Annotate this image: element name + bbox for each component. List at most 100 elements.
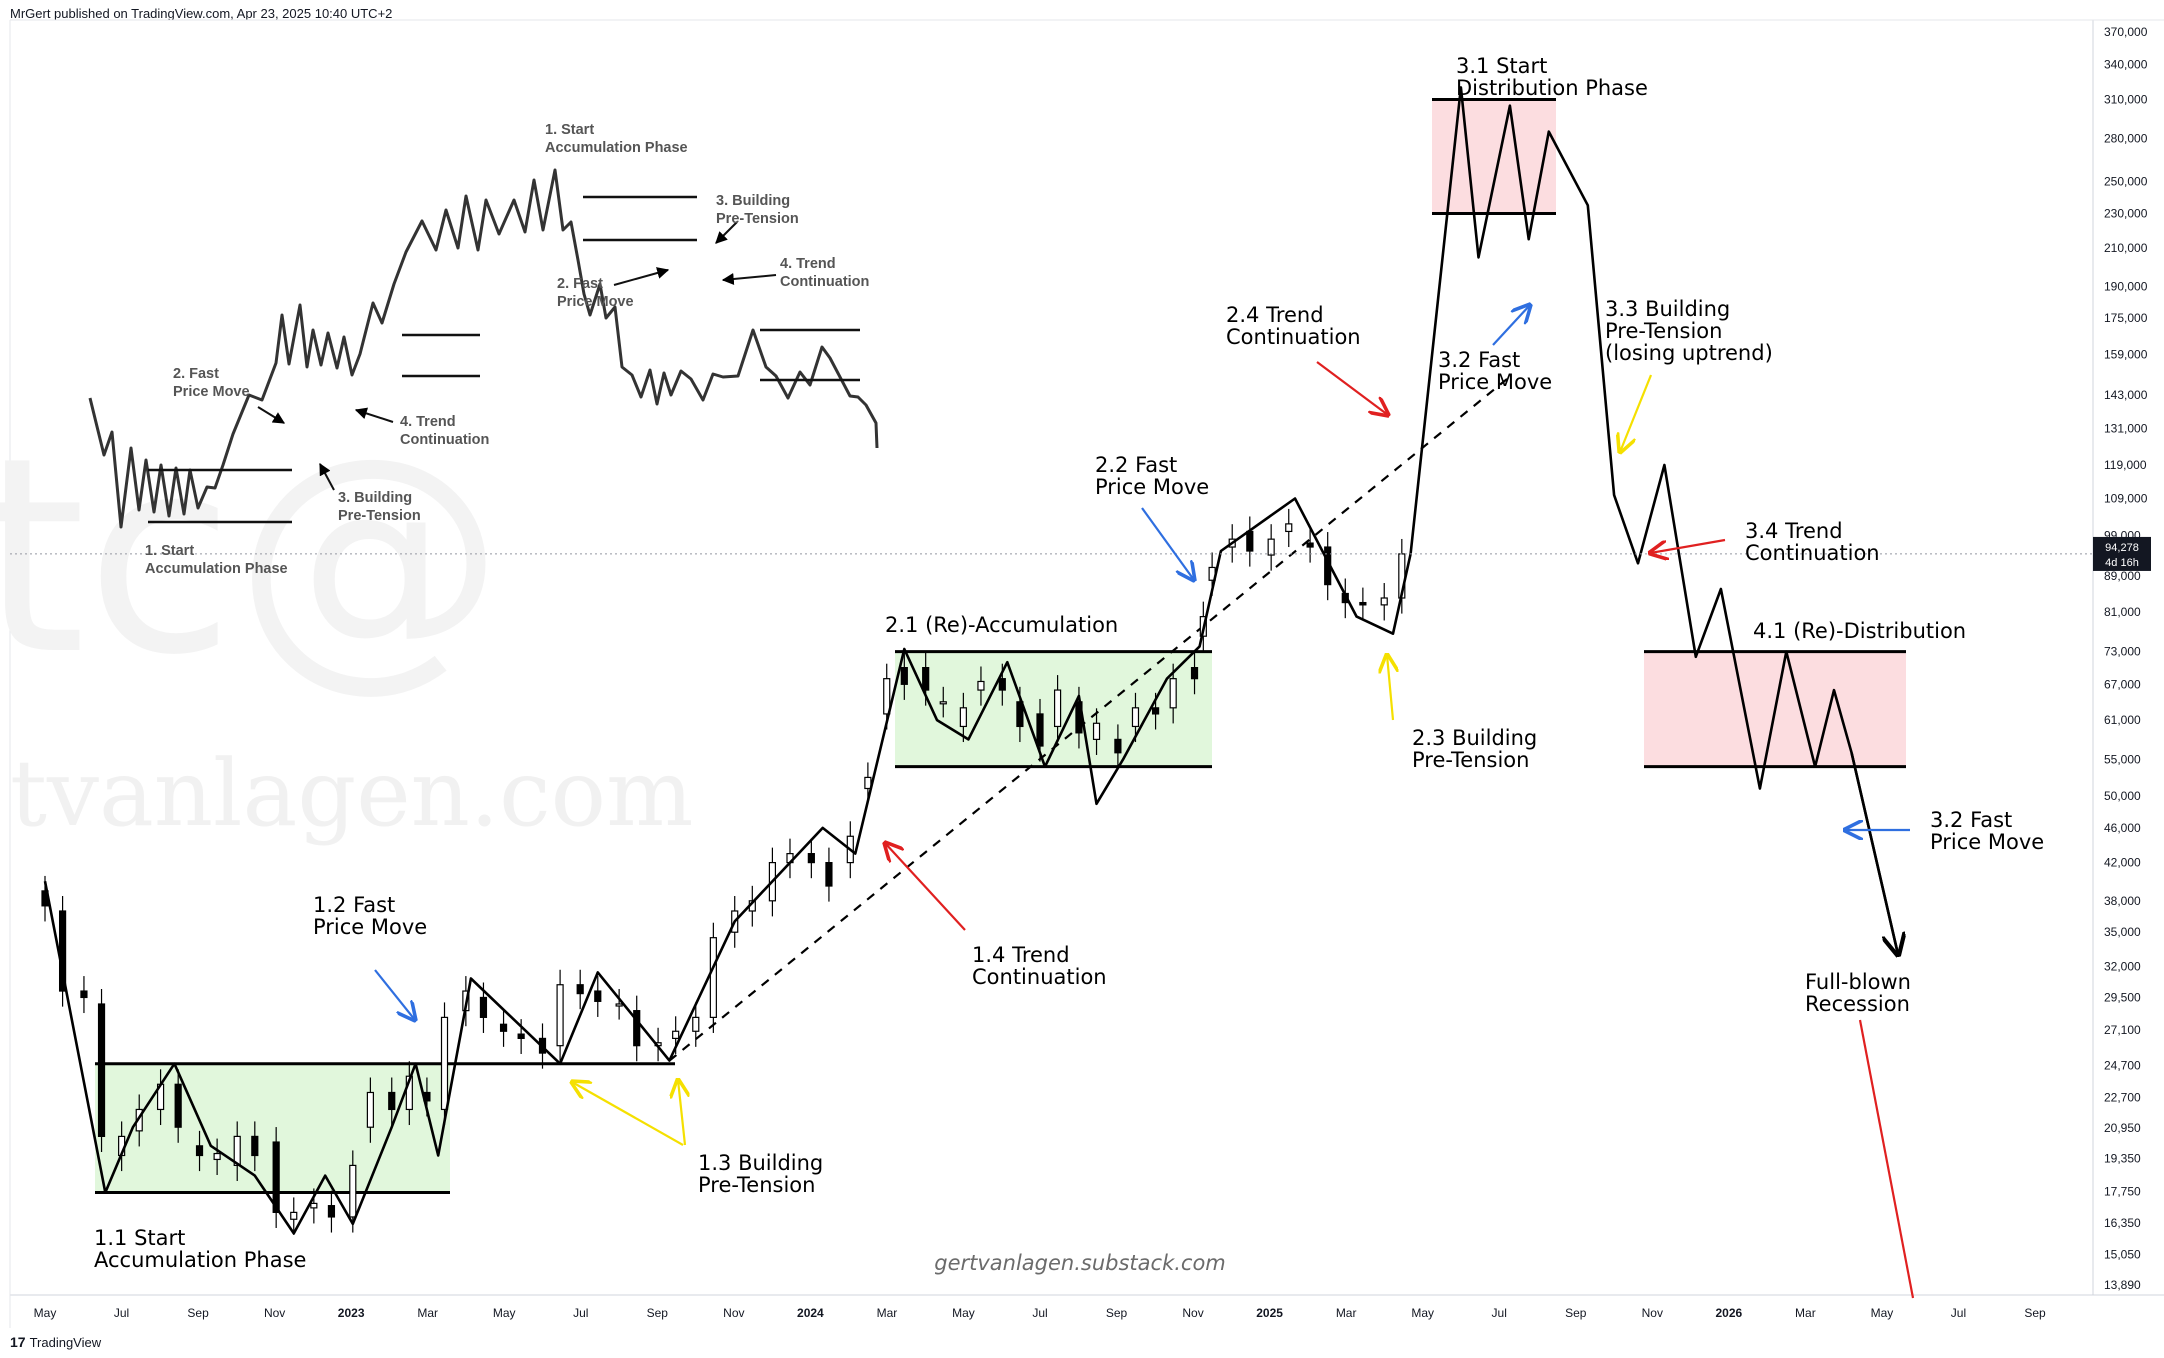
tradingview-logo: 17: [10, 1334, 26, 1350]
y-tick-label: 22,700: [2104, 1090, 2141, 1104]
y-tick-label: 46,000: [2104, 821, 2141, 835]
candle: [709, 922, 717, 1033]
y-tick-label: 370,000: [2104, 25, 2148, 39]
label-1-2: 1.2 Fast Price Move: [313, 893, 427, 939]
candle: [58, 896, 67, 1007]
x-tick-label: Mar: [877, 1306, 898, 1320]
y-tick-label: 73,000: [2104, 645, 2141, 659]
x-tick-label: May: [493, 1306, 516, 1320]
label-2-4: 2.4 Trend Continuation: [1226, 303, 1361, 349]
y-tick-label: 55,000: [2104, 753, 2141, 767]
label-4-1: 4.1 (Re)-Distribution: [1753, 619, 1966, 643]
bitcoin-cycle-chart: tvanlagen.com tc@ 94,278 4d 16h 370,000 3…: [0, 19, 2164, 1328]
x-tick-label: Sep: [2024, 1306, 2046, 1320]
x-tick-label: May: [952, 1306, 975, 1320]
x-tick-label: 2023: [338, 1306, 365, 1320]
x-tick-label: Jul: [573, 1306, 588, 1320]
label-2-3: 2.3 Building Pre-Tension: [1412, 726, 1537, 772]
arrow-3-2-blue-up: [1492, 305, 1530, 346]
candle: [1306, 528, 1314, 563]
candle: [807, 838, 815, 879]
inset-label-i4: 4. Trend Continuation: [400, 414, 489, 448]
price-tag: 94,278 4d 16h: [2093, 536, 2151, 571]
x-tick-label: Nov: [723, 1306, 744, 1320]
candle: [1267, 524, 1275, 571]
inset-label-i2: 2. Fast Price Move: [173, 366, 250, 400]
candle: [366, 1077, 374, 1143]
candle: [825, 847, 833, 902]
x-tick-label: May: [34, 1306, 57, 1320]
candle: [594, 976, 602, 1017]
inset-arrow-j3: [715, 221, 738, 244]
label-3-1: 3.1 Start Distribution Phase: [1456, 54, 1648, 100]
candle: [174, 1069, 182, 1143]
candle: [1380, 583, 1388, 621]
y-tick-label: 27,100: [2104, 1023, 2141, 1037]
x-tick-label: 2025: [1256, 1306, 1283, 1320]
candle: [251, 1121, 259, 1172]
y-tick-label: 50,000: [2104, 789, 2141, 803]
y-tick-label: 280,000: [2104, 131, 2148, 145]
candle: [1285, 508, 1293, 548]
label-3-3: 3.3 Building Pre-Tension (losing uptrend): [1605, 297, 1773, 365]
arrow-1-3-yellow-left: [572, 1082, 684, 1146]
inset-path: [88, 168, 879, 529]
arrow-1-3-yellow-right: [678, 1080, 685, 1146]
y-tick-label: 89,000: [2104, 569, 2141, 583]
inset-label-i3: 3. Building Pre-Tension: [338, 490, 421, 524]
y-tick-label: 42,000: [2104, 856, 2141, 870]
x-tick-label: Jul: [1951, 1306, 1966, 1320]
x-tick-label: Sep: [1565, 1306, 1587, 1320]
candle: [633, 995, 641, 1062]
x-tick-label: Nov: [264, 1306, 285, 1320]
y-tick-label: 109,000: [2104, 492, 2148, 506]
candle: [556, 969, 564, 1062]
price-tag-countdown: 4d 16h: [2105, 557, 2139, 569]
candle: [692, 1002, 700, 1047]
arrow-3-4-red: [1650, 538, 1726, 553]
tradingview-brand: TradingView: [29, 1334, 102, 1350]
y-tick-label: 131,000: [2104, 421, 2148, 435]
inset-schematic: [88, 168, 879, 529]
candle: [1053, 675, 1062, 743]
candle: [290, 1197, 298, 1235]
arrow-2-4-red: [1316, 361, 1388, 415]
label-1-3: 1.3 Building Pre-Tension: [698, 1151, 823, 1197]
tradingview-footer: 17 TradingView: [10, 1334, 101, 1350]
candle: [1092, 708, 1101, 755]
y-tick-label: 159,000: [2104, 347, 2148, 361]
inset-arrow-j2: [613, 267, 670, 286]
y-tick-label: 210,000: [2104, 241, 2148, 255]
y-tick-label: 61,000: [2104, 713, 2141, 727]
x-tick-label: Jul: [1032, 1306, 1047, 1320]
inset-label-j1: 1. Start Accumulation Phase: [545, 122, 688, 156]
arrow-3-3-yellow: [1620, 374, 1653, 452]
candle: [195, 1130, 204, 1172]
watermark-fragment: tc@: [0, 399, 504, 714]
projection-end-arrow: [1850, 752, 1898, 955]
inset-label-j3: 3. Building Pre-Tension: [716, 193, 799, 227]
annotation-arrows: [374, 305, 1915, 1299]
projection-path: [43, 86, 1900, 1235]
arrow-1-4-red: [885, 843, 966, 931]
candle: [1359, 587, 1367, 621]
label-2-2: 2.2 Fast Price Move: [1095, 453, 1209, 499]
inset-arrow-4: [354, 407, 394, 423]
candle: [405, 1061, 413, 1126]
x-tick-label: Sep: [647, 1306, 669, 1320]
y-tick-label: 340,000: [2104, 57, 2148, 71]
x-tick-label: Mar: [1795, 1306, 1816, 1320]
price-tag-value: 94,278: [2105, 542, 2139, 554]
y-tick-label: 250,000: [2104, 175, 2148, 189]
candle: [959, 692, 967, 743]
watermark-site: tvanlagen.com: [10, 740, 693, 847]
x-tick-label: Jul: [114, 1306, 129, 1320]
y-tick-label: 38,000: [2104, 894, 2141, 908]
x-tick-label: Jul: [1492, 1306, 1507, 1320]
y-tick-label: 99,000: [2104, 528, 2141, 542]
candle: [1246, 516, 1254, 567]
credit-substack: gertvanlagen.substack.com: [934, 1251, 1226, 1275]
arrow-2-3-yellow: [1387, 655, 1393, 721]
y-tick-label: 29,500: [2104, 990, 2141, 1004]
y-tick-label: 310,000: [2104, 93, 2148, 107]
